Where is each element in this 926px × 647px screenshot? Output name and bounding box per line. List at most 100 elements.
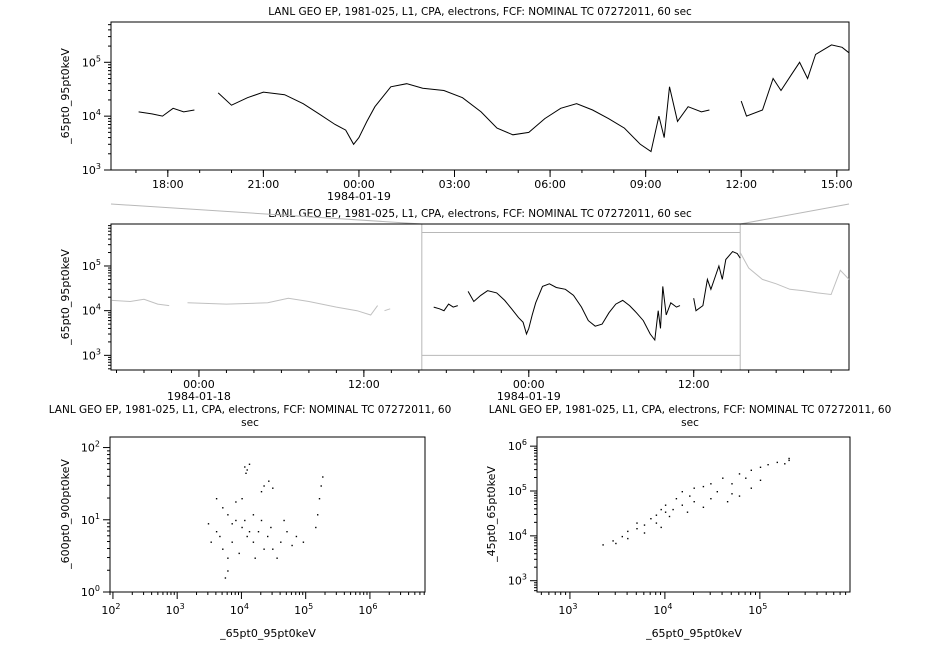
scatter-right-ytick-label: 105 xyxy=(508,483,527,498)
overview-panel-title: LANL GEO EP, 1981-025, L1, CPA, electron… xyxy=(268,208,692,220)
scatter-left-title: LANL GEO EP, 1981-025, L1, CPA, electron… xyxy=(48,404,452,429)
scatter-right-point xyxy=(716,491,718,493)
scatter-left-point xyxy=(272,487,274,489)
scatter-right-xtick-label: 104 xyxy=(653,602,672,617)
top-panel-frame xyxy=(110,21,850,171)
overview-focus-line xyxy=(693,250,741,312)
scatter-right-xlabel: _65pt0_95pt0keV xyxy=(645,627,742,640)
scatter-left-point xyxy=(227,557,229,559)
top-panel-ytick-label: 103 xyxy=(82,162,101,177)
scatter-right-point xyxy=(750,487,752,489)
overview-panel-ylabel: _65pt0_95pt0keV xyxy=(59,249,72,346)
scatter-right-point xyxy=(643,524,646,526)
scatter-left-xtick-label: 104 xyxy=(230,602,249,617)
scatter-left-point xyxy=(318,498,321,500)
scatter-left-point xyxy=(245,472,247,474)
scatter-right-point xyxy=(722,477,724,479)
scatter-right-point xyxy=(636,522,638,524)
zoom-connector xyxy=(110,203,850,370)
scatter-right-point xyxy=(759,479,762,481)
scatter-left-point xyxy=(260,491,263,493)
top-panel-series-line xyxy=(217,83,710,153)
scatter-right-ylabel: _45pt0_65pt0keV xyxy=(485,466,498,563)
zoom-connector-left xyxy=(110,203,422,225)
scatter-right-point xyxy=(750,469,752,471)
scatter-left-point xyxy=(222,548,224,550)
scatter-right-point xyxy=(693,487,695,489)
scatter-left-point xyxy=(215,531,218,533)
top-panel-xtick-label: 12:00 xyxy=(725,178,757,191)
overview-context-line xyxy=(111,298,170,307)
scatter-right-point xyxy=(655,514,658,516)
scatter-right-point xyxy=(686,511,689,513)
scatter-right-point xyxy=(660,526,662,529)
scatter-left-point xyxy=(283,519,285,522)
overview-context-line xyxy=(739,252,850,296)
scatter-left-point xyxy=(235,519,237,522)
scatter-left-point xyxy=(267,535,269,538)
scatter-left-point xyxy=(317,514,319,516)
scatter-left-point xyxy=(238,552,240,555)
scatter-left-point xyxy=(246,535,248,538)
scatter-left-point xyxy=(231,523,233,525)
scatter-left-point xyxy=(210,541,212,543)
scatter-right-ytick-label: 106 xyxy=(508,438,527,453)
scatter-right-point xyxy=(710,483,712,485)
scatter-left-point xyxy=(254,557,256,559)
scatter-right-point xyxy=(731,483,733,485)
scatter-left-point xyxy=(272,548,274,550)
scatter-left-point xyxy=(276,557,278,559)
scatter-left-point xyxy=(222,507,224,509)
scatter-right-point xyxy=(636,528,638,530)
scatter-left-point xyxy=(207,523,210,525)
scatter-left-point xyxy=(215,498,218,500)
scatter-right-point xyxy=(767,464,769,466)
scatter-left-frame xyxy=(109,436,426,593)
scatter-left-point xyxy=(270,526,272,529)
scatter-right-point xyxy=(664,511,667,513)
scatter-left-point xyxy=(252,541,255,543)
scatter-left-point xyxy=(235,501,237,503)
overview-panel-ytick-label: 103 xyxy=(82,347,101,362)
overview-panel-date-label: 1984-01-18 xyxy=(167,390,231,403)
top-panel-series-line xyxy=(138,107,195,117)
overview-panel-frame xyxy=(110,223,850,371)
scatter-right-point xyxy=(745,477,747,479)
scatter-left-point xyxy=(244,466,246,468)
scatter-right-point xyxy=(738,495,741,497)
scatter-right-point xyxy=(738,473,741,475)
scatter-right-point xyxy=(776,461,778,464)
scatter-right-point xyxy=(621,535,623,538)
scatter-right-point xyxy=(612,540,614,542)
top-panel-xtick-label: 03:00 xyxy=(439,178,471,191)
scatter-left-point xyxy=(252,514,255,516)
scatter-right-point xyxy=(681,504,683,506)
scatter-left-xtick-label: 106 xyxy=(358,602,377,617)
top-panel-ytick-label: 105 xyxy=(82,54,101,69)
scatter-right-ytick-label: 103 xyxy=(508,573,527,588)
scatter-right-point xyxy=(681,491,683,493)
scatter-right-frame xyxy=(536,436,851,593)
scatter-left-point xyxy=(244,519,246,522)
overview-panel-ytick-label: 104 xyxy=(82,303,101,318)
scatter-right-point xyxy=(650,518,652,520)
scatter-left-point xyxy=(246,469,248,471)
scatter-right-point xyxy=(643,532,646,534)
scatter-left-point xyxy=(263,548,265,550)
overview-context-line xyxy=(384,308,391,312)
scatter-right-point xyxy=(689,495,691,497)
top-panel-xtick-label: 21:00 xyxy=(248,178,280,191)
scatter-right-ytick-label: 104 xyxy=(508,528,527,543)
scatter-left-point xyxy=(260,519,263,522)
top-panel-xtick-label: 09:00 xyxy=(630,178,662,191)
scatter-left-point xyxy=(248,463,251,465)
top-panel-ytick-label: 104 xyxy=(82,108,101,123)
scatter-left-point xyxy=(280,541,282,543)
top-panel-title: LANL GEO EP, 1981-025, L1, CPA, electron… xyxy=(268,6,692,18)
scatter-left-point xyxy=(241,498,243,500)
top-panel-xtick-label: 15:00 xyxy=(821,178,853,191)
scatter-right-point xyxy=(710,498,712,500)
scatter-left-point xyxy=(257,531,260,533)
scatter-right-point xyxy=(731,493,733,495)
